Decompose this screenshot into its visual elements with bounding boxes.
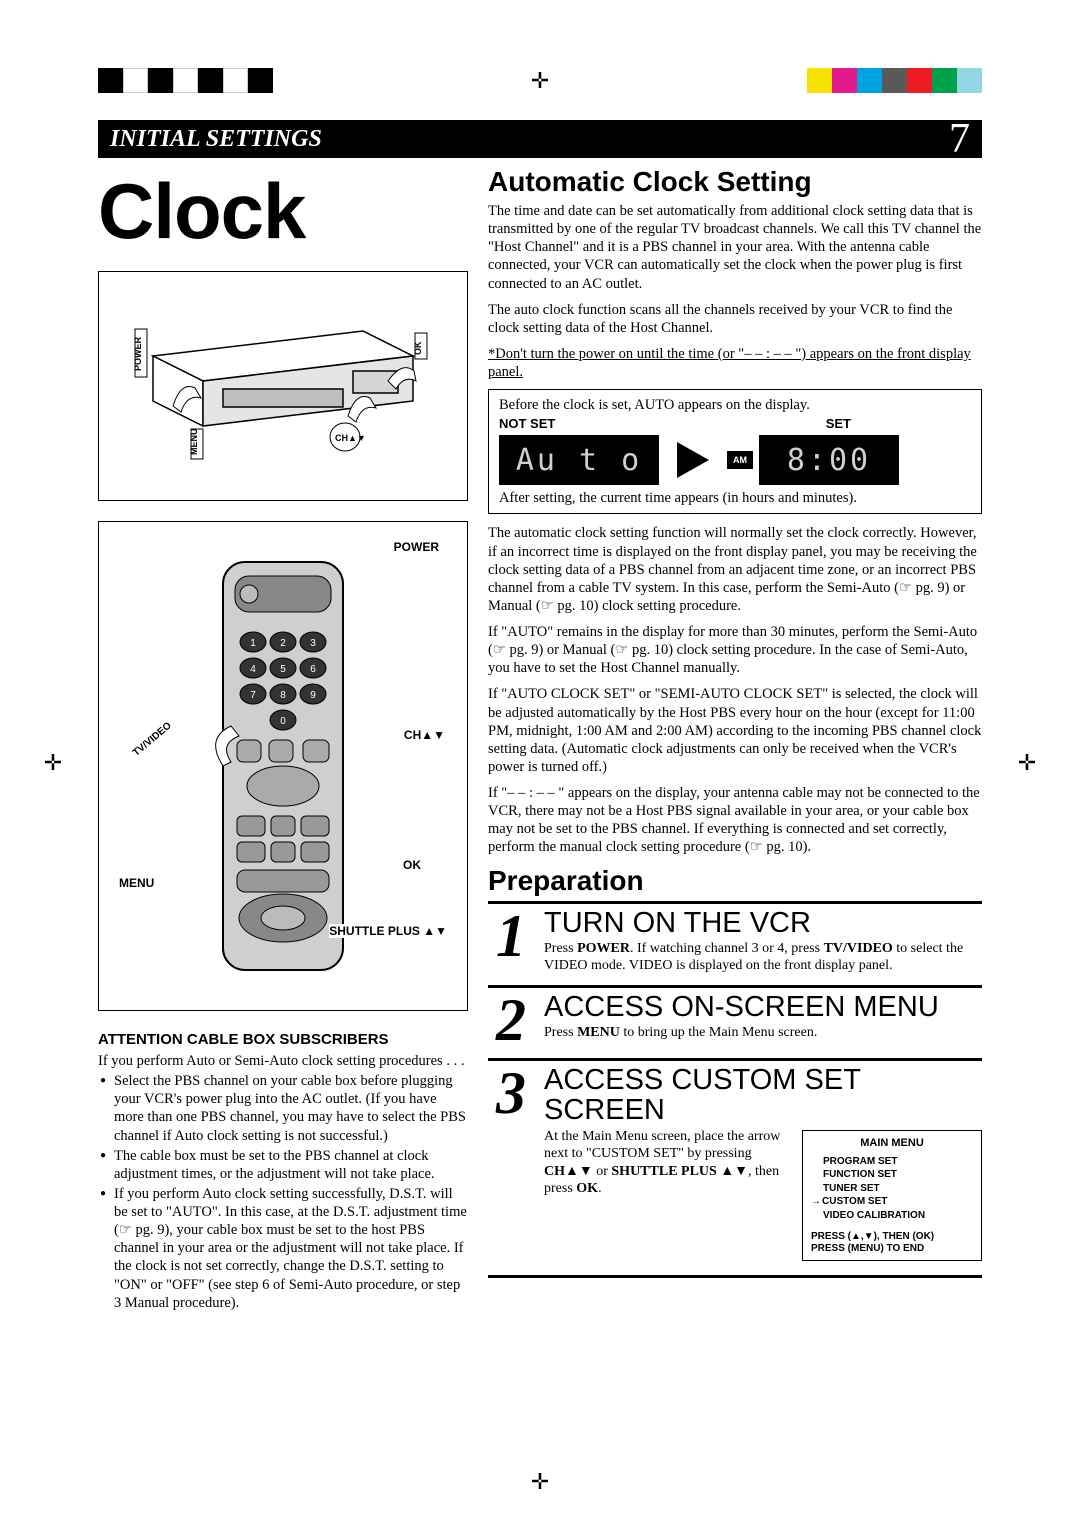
underlined-note: *Don't turn the power on until the time …	[488, 345, 982, 381]
am-indicator: AM	[727, 451, 753, 469]
remote-label-tvvideo: TV/VIDEO	[131, 720, 174, 758]
menu-footer: PRESS (▲,▼), THEN (OK)	[811, 1230, 973, 1243]
svg-text:9: 9	[310, 690, 316, 701]
step-title: TURN ON THE VCR	[544, 908, 982, 938]
menu-item: TUNER SET	[811, 1182, 973, 1196]
auto-clock-heading: Automatic Clock Setting	[488, 166, 982, 198]
svg-text:7: 7	[250, 690, 256, 701]
section-title: INITIAL SETTINGS	[110, 126, 322, 153]
para: The auto clock function scans all the ch…	[488, 301, 982, 337]
vcr-label-power: POWER	[133, 336, 143, 371]
attention-intro: If you perform Auto or Semi-Auto clock s…	[98, 1052, 468, 1070]
color-bar-left	[98, 68, 273, 93]
vcr-label-ok: OK	[413, 341, 423, 355]
para: The automatic clock setting function wil…	[488, 524, 982, 615]
reg-mark-right: ✛	[1012, 748, 1042, 778]
svg-text:2: 2	[280, 638, 286, 649]
page-number: 7	[949, 124, 970, 154]
svg-text:3: 3	[310, 638, 316, 649]
display-before-text: Before the clock is set, AUTO appears on…	[499, 396, 971, 414]
vcr-icon: POWER OK MENU CH▲▼	[133, 311, 433, 461]
svg-text:8: 8	[280, 690, 286, 701]
para: If "– – : – – " appears on the display, …	[488, 784, 982, 857]
svg-text:1: 1	[250, 638, 256, 649]
not-set-label: NOT SET	[499, 416, 555, 431]
para: If "AUTO CLOCK SET" or "SEMI-AUTO CLOCK …	[488, 685, 982, 776]
svg-text:6: 6	[310, 664, 316, 675]
attention-heading: ATTENTION CABLE BOX SUBSCRIBERS	[98, 1031, 468, 1048]
step-1: 1 TURN ON THE VCR Press POWER. If watchi…	[488, 901, 982, 975]
menu-footer: PRESS (MENU) TO END	[811, 1243, 973, 1254]
step-title: ACCESS ON-SCREEN MENU	[544, 992, 982, 1022]
vcr-label-ch: CH▲▼	[335, 433, 366, 443]
arrow-right-icon	[677, 442, 709, 478]
led-set: 8:00	[759, 435, 899, 485]
remote-label-menu: MENU	[119, 876, 154, 890]
svg-text:4: 4	[250, 664, 256, 675]
step-number: 2	[488, 992, 534, 1048]
step-text: Press POWER. If watching channel 3 or 4,…	[544, 940, 982, 975]
vcr-illustration-box: POWER OK MENU CH▲▼	[98, 271, 468, 501]
menu-item: VIDEO CALIBRATION	[811, 1209, 973, 1223]
display-example-box: Before the clock is set, AUTO appears on…	[488, 389, 982, 514]
set-label: SET	[826, 416, 851, 431]
remote-icon: 1 2 3 4 5 6 7 8 9 0	[193, 556, 373, 976]
display-after-text: After setting, the current time appears …	[499, 489, 971, 507]
step-text: Press MENU to bring up the Main Menu scr…	[544, 1024, 982, 1042]
step-number: 3	[488, 1065, 534, 1261]
remote-label-ok: OK	[403, 858, 421, 872]
vcr-label-menu: MENU	[189, 429, 199, 456]
section-header: INITIAL SETTINGS 7	[98, 120, 982, 158]
page-title: Clock	[98, 166, 468, 257]
remote-label-power: POWER	[394, 540, 439, 554]
reg-mark-left: ✛	[38, 748, 68, 778]
list-item: Select the PBS channel on your cable box…	[100, 1072, 468, 1145]
attention-list: Select the PBS channel on your cable box…	[100, 1072, 468, 1312]
list-item: If you perform Auto clock setting succes…	[100, 1185, 468, 1312]
preparation-heading: Preparation	[488, 865, 982, 897]
remote-label-shuttle: SHUTTLE PLUS ▲▼	[329, 924, 447, 938]
step-title: ACCESS CUSTOM SET SCREEN	[544, 1065, 982, 1126]
svg-text:5: 5	[280, 664, 286, 675]
menu-item-selected: CUSTOM SET	[811, 1195, 973, 1209]
step-3: 3 ACCESS CUSTOM SET SCREEN MAIN MENU PRO…	[488, 1058, 982, 1278]
step-number: 1	[488, 908, 534, 975]
reg-mark-top: ✛	[525, 66, 555, 96]
menu-item: FUNCTION SET	[811, 1168, 973, 1182]
main-menu-box: MAIN MENU PROGRAM SET FUNCTION SET TUNER…	[802, 1130, 982, 1262]
remote-illustration-box: 1 2 3 4 5 6 7 8 9 0	[98, 521, 468, 1011]
reg-mark-bottom: ✛	[525, 1467, 555, 1497]
color-bar-right	[807, 68, 982, 93]
para: If "AUTO" remains in the display for mor…	[488, 623, 982, 677]
menu-title: MAIN MENU	[811, 1137, 973, 1149]
menu-item: PROGRAM SET	[811, 1155, 973, 1169]
svg-text:0: 0	[280, 716, 286, 727]
para: The time and date can be set automatical…	[488, 202, 982, 293]
remote-label-ch: CH▲▼	[404, 728, 445, 742]
led-not-set: Au t o	[499, 435, 659, 485]
list-item: The cable box must be set to the PBS cha…	[100, 1147, 468, 1183]
step-2: 2 ACCESS ON-SCREEN MENU Press MENU to br…	[488, 985, 982, 1048]
